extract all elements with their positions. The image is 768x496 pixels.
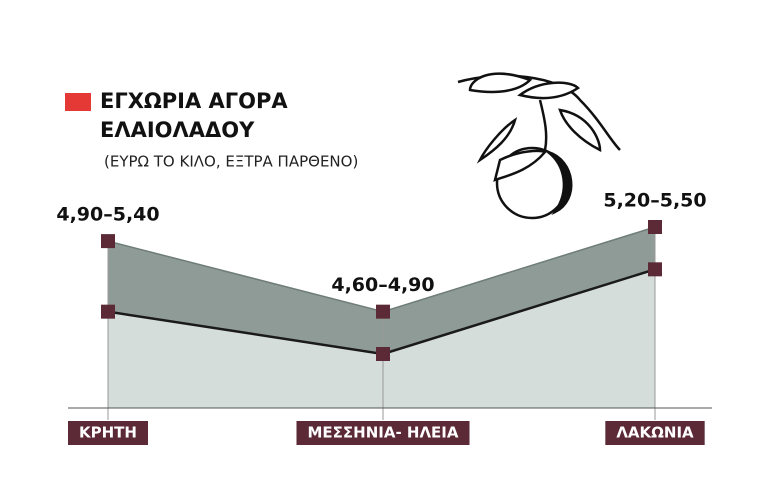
marker: [648, 262, 662, 277]
category-label: ΚΡΗΤΗ: [68, 421, 148, 445]
marker: [101, 304, 115, 319]
value-label: 4,90–5,40: [56, 204, 159, 226]
marker: [101, 234, 115, 249]
category-label: ΜΕΣΣΗΝΙΑ- ΗΛΕΙΑ: [296, 421, 470, 445]
category-label: ΛΑΚΩΝΙΑ: [605, 421, 705, 445]
category-box: [296, 421, 470, 445]
category-box: [605, 421, 705, 445]
low-area: [108, 269, 655, 408]
value-label: 4,60–4,90: [331, 274, 434, 296]
legend-swatch: [65, 93, 91, 111]
x-tick-label: ΛΑΚΩΝΙΑ: [616, 424, 694, 442]
x-tick-label: ΜΕΣΣΗΝΙΑ- ΗΛΕΙΑ: [307, 424, 458, 442]
marker: [376, 304, 390, 319]
chart-title: ΕΛΑΙΟΛΑΔΟΥ: [100, 118, 255, 142]
marker: [376, 347, 390, 361]
marker: [648, 220, 662, 234]
category-box: [68, 421, 148, 445]
value-label: 5,20–5,50: [603, 190, 706, 212]
olive-illustration: [457, 72, 621, 220]
chart-title: ΕΓΧΩΡΙΑ ΑΓΟΡΑ: [100, 89, 288, 113]
x-tick-label: ΚΡΗΤΗ: [79, 424, 137, 442]
chart-subtitle: (ΕΥΡΩ ΤΟ ΚΙΛΟ, ΕΞΤΡΑ ΠΑΡΘΕΝΟ): [104, 153, 358, 171]
